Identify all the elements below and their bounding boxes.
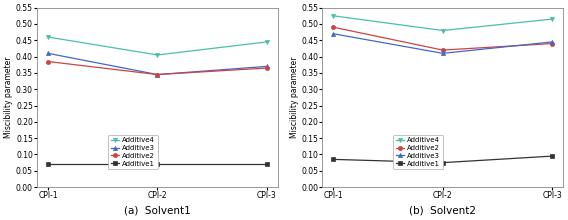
Line: Additive3: Additive3 xyxy=(331,32,554,55)
X-axis label: (a)  Solvent1: (a) Solvent1 xyxy=(124,206,191,216)
Additive3 xyxy=(440,52,446,55)
Additive4 xyxy=(440,29,446,32)
Additive1 xyxy=(45,163,52,166)
Y-axis label: Miscibility parameter: Miscibility parameter xyxy=(290,57,299,138)
Additive2 xyxy=(45,60,52,63)
Additive3 xyxy=(45,52,52,55)
Additive3 xyxy=(264,65,270,68)
Additive2 xyxy=(330,26,337,29)
Legend: Additive4, Additive3, Additive2, Additive1: Additive4, Additive3, Additive2, Additiv… xyxy=(108,134,157,169)
Legend: Additive4, Additive2, Additive3, Additive1: Additive4, Additive2, Additive3, Additiv… xyxy=(393,134,443,169)
Additive3 xyxy=(549,41,556,43)
Additive3 xyxy=(330,32,337,35)
Additive2 xyxy=(154,73,161,76)
Additive4 xyxy=(330,15,337,17)
Additive4 xyxy=(45,36,52,38)
Line: Additive2: Additive2 xyxy=(331,25,554,52)
Additive2 xyxy=(264,67,270,69)
Line: Additive1: Additive1 xyxy=(331,154,554,165)
Additive2 xyxy=(549,42,556,45)
Line: Additive4: Additive4 xyxy=(331,14,554,33)
Line: Additive3: Additive3 xyxy=(46,51,269,77)
Additive1 xyxy=(440,161,446,164)
Additive1 xyxy=(549,155,556,158)
Additive4 xyxy=(264,41,270,43)
Line: Additive2: Additive2 xyxy=(46,59,269,77)
Additive1 xyxy=(264,163,270,166)
Y-axis label: Miscibility parameter: Miscibility parameter xyxy=(4,57,13,138)
Additive2 xyxy=(440,49,446,51)
Additive1 xyxy=(330,158,337,161)
Additive1 xyxy=(154,163,161,166)
Line: Additive1: Additive1 xyxy=(46,162,269,166)
X-axis label: (b)  Solvent2: (b) Solvent2 xyxy=(410,206,477,216)
Line: Additive4: Additive4 xyxy=(46,35,269,57)
Additive4 xyxy=(549,18,556,20)
Additive4 xyxy=(154,54,161,56)
Additive3 xyxy=(154,73,161,76)
